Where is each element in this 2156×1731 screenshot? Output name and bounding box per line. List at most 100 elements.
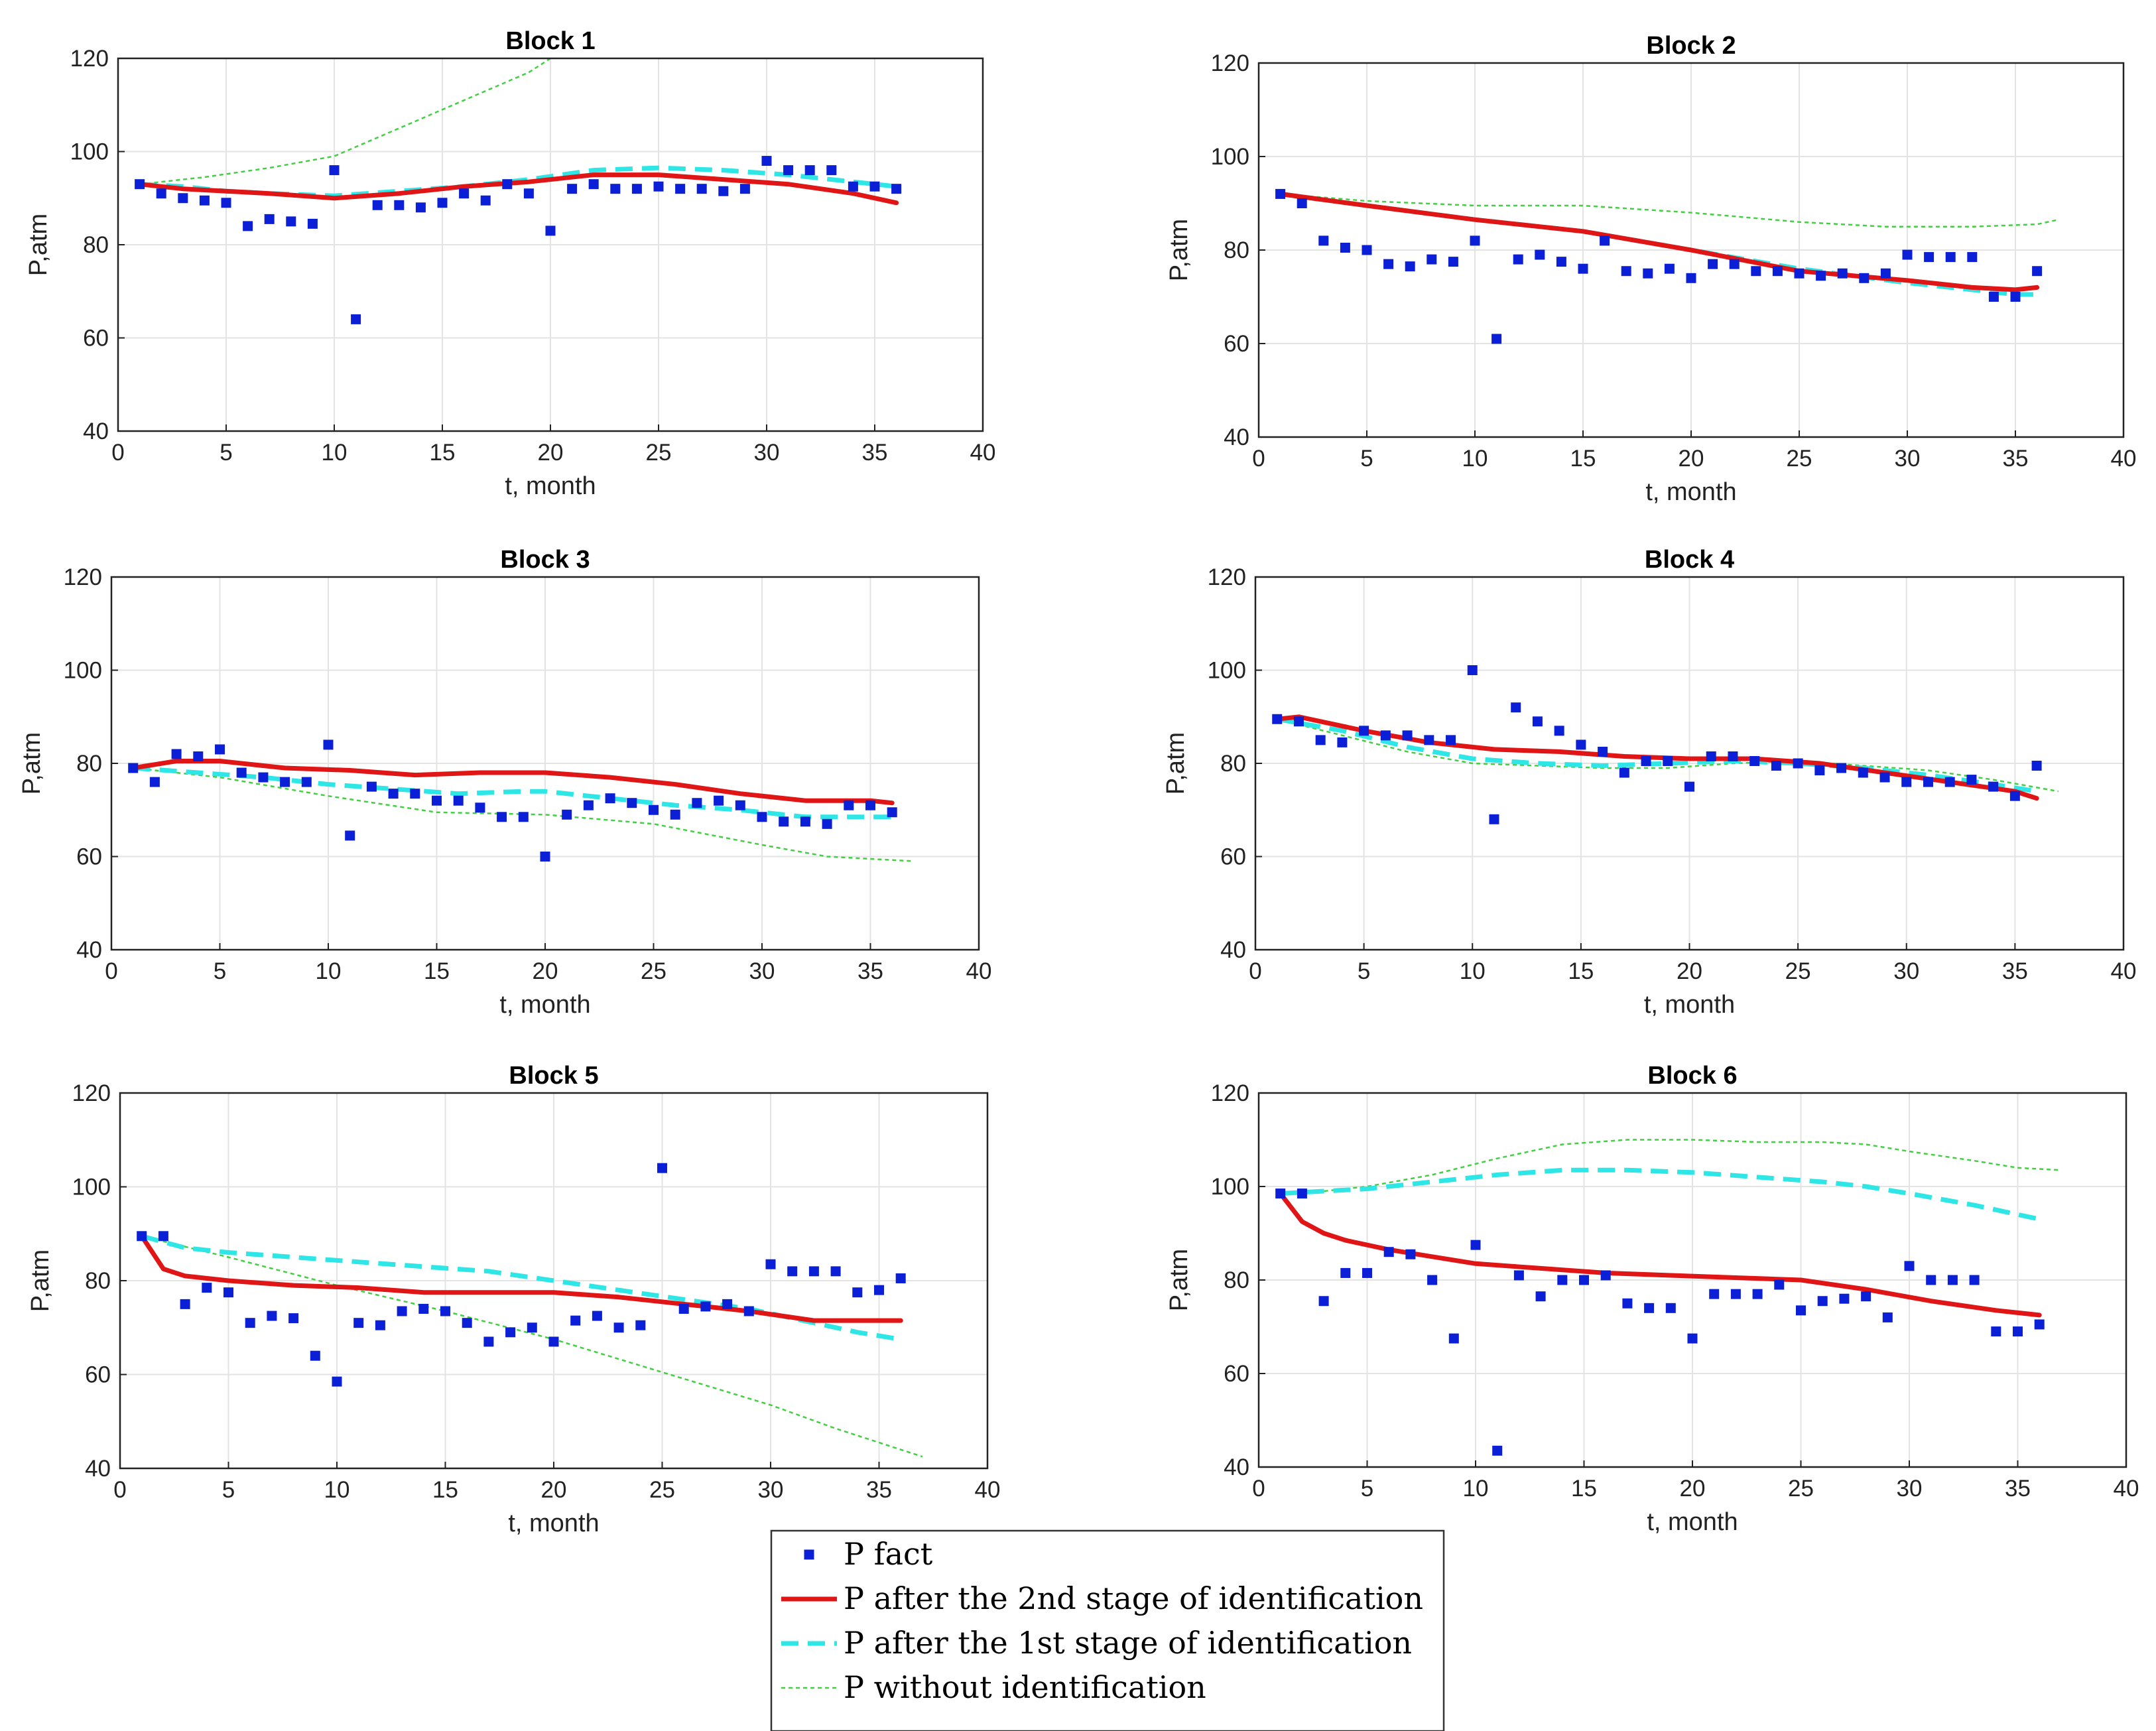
fact-marker — [345, 830, 355, 841]
fact-marker — [808, 1266, 819, 1277]
x-tick-label: 5 — [214, 958, 226, 984]
fact-marker — [696, 184, 707, 194]
fact-marker — [1641, 755, 1651, 766]
fact-marker — [1340, 242, 1350, 253]
stage2-line — [131, 759, 895, 806]
fact-marker — [267, 1311, 277, 1321]
fact-marker — [1535, 1291, 1546, 1302]
fact-marker — [1446, 735, 1456, 745]
fact-marker — [1967, 252, 1978, 263]
y-tick-label: 100 — [1211, 1174, 1249, 1200]
fact-marker — [787, 1266, 798, 1277]
x-tick-label: 35 — [862, 440, 888, 466]
x-tick-label: 0 — [1252, 1476, 1265, 1502]
fact-marker — [1275, 188, 1286, 199]
x-tick-label: 10 — [324, 1477, 350, 1503]
fact-marker — [610, 184, 621, 194]
x-axis-label: t, month — [505, 472, 596, 500]
fact-marker — [2013, 1326, 2023, 1337]
fact-marker — [1427, 1275, 1438, 1285]
fact-marker — [1492, 1445, 1503, 1456]
x-tick-label: 15 — [1570, 446, 1596, 472]
x-tick-label: 20 — [538, 440, 564, 466]
x-tick-label: 5 — [222, 1477, 235, 1503]
stage2-line — [139, 1234, 903, 1323]
fact-marker — [264, 214, 275, 224]
chart-panel-2: 0 5 10 15 20 25 30 35 40 40 60 80 100 120 Block 2 t, mo… — [1165, 32, 2136, 506]
y-axis-label: P,atm — [1165, 219, 1193, 281]
y-tick-label: 120 — [64, 564, 102, 590]
fact-marker — [635, 1320, 646, 1330]
y-tick-label: 100 — [72, 1175, 111, 1200]
panel-title: Block 4 — [1645, 546, 1734, 574]
y-tick-label: 100 — [70, 139, 109, 165]
fact-marker — [1664, 263, 1675, 274]
fact-marker — [1535, 249, 1545, 260]
fact-marker — [462, 1318, 472, 1328]
data-layer — [135, 58, 902, 324]
y-tick-label: 80 — [1224, 237, 1249, 263]
fact-marker — [613, 1322, 624, 1333]
fact-marker — [592, 1311, 602, 1321]
x-tick-label: 0 — [1252, 446, 1265, 472]
fact-marker — [1315, 735, 1326, 745]
fact-marker — [1751, 266, 1761, 277]
legend: P fact P after the 2nd stage of identific… — [770, 1529, 1445, 1731]
y-tick-label: 80 — [83, 232, 109, 258]
fact-marker — [1879, 772, 1890, 783]
fact-marker — [178, 193, 188, 204]
fact-marker — [779, 816, 789, 827]
fact-marker — [1882, 1312, 1893, 1322]
y-tick-label: 40 — [83, 418, 109, 444]
fact-marker — [351, 314, 361, 324]
x-axis-label: t, month — [1645, 478, 1736, 506]
x-tick-label: 10 — [1460, 958, 1486, 984]
fact-marker — [1728, 751, 1738, 761]
x-tick-label: 30 — [1897, 1476, 1923, 1502]
fact-marker — [1424, 735, 1434, 745]
fact-marker — [848, 181, 858, 192]
y-tick-label: 80 — [1224, 1267, 1249, 1293]
fact-marker — [415, 202, 426, 213]
x-tick-label: 25 — [1788, 1476, 1814, 1502]
legend-label: P after the 1st stage of identification — [844, 1625, 1412, 1661]
fact-marker — [1816, 271, 1826, 281]
fact-marker — [128, 763, 139, 773]
fact-marker — [1380, 730, 1391, 741]
fact-marker — [1318, 235, 1329, 246]
y-tick-label: 120 — [1211, 50, 1249, 76]
fact-marker — [657, 1163, 667, 1173]
x-tick-label: 35 — [2005, 1476, 2031, 1502]
legend-fact-marker — [804, 1549, 814, 1560]
x-tick-label: 10 — [1462, 446, 1488, 472]
without-identification-line — [133, 767, 914, 862]
x-tick-label: 15 — [1568, 958, 1594, 984]
fact-marker — [1448, 257, 1458, 267]
fact-marker — [193, 751, 204, 761]
fact-marker — [1362, 1267, 1372, 1278]
x-tick-label: 25 — [641, 958, 666, 984]
fact-marker — [1969, 1275, 1980, 1285]
fact-marker — [1730, 1289, 1741, 1299]
fact-marker — [497, 812, 507, 822]
panel-title: Block 5 — [509, 1062, 598, 1090]
fact-marker — [1491, 334, 1502, 344]
fact-marker — [353, 1318, 364, 1328]
fact-marker — [388, 789, 399, 799]
y-tick-label: 120 — [72, 1080, 111, 1106]
y-tick-label: 100 — [1211, 144, 1249, 170]
y-tick-label: 60 — [1220, 844, 1246, 870]
y-tick-label: 80 — [1220, 751, 1246, 777]
fact-marker — [826, 165, 837, 176]
fact-marker — [2009, 791, 2020, 801]
fact-marker — [804, 165, 815, 176]
fact-marker — [670, 809, 680, 820]
fact-marker — [540, 852, 550, 862]
fact-marker — [1337, 737, 1348, 747]
fact-marker — [1619, 767, 1629, 778]
fact-marker — [1708, 259, 1718, 269]
fact-marker — [1772, 266, 1783, 277]
fact-marker — [215, 744, 225, 755]
y-axis-label: P,atm — [25, 214, 52, 276]
